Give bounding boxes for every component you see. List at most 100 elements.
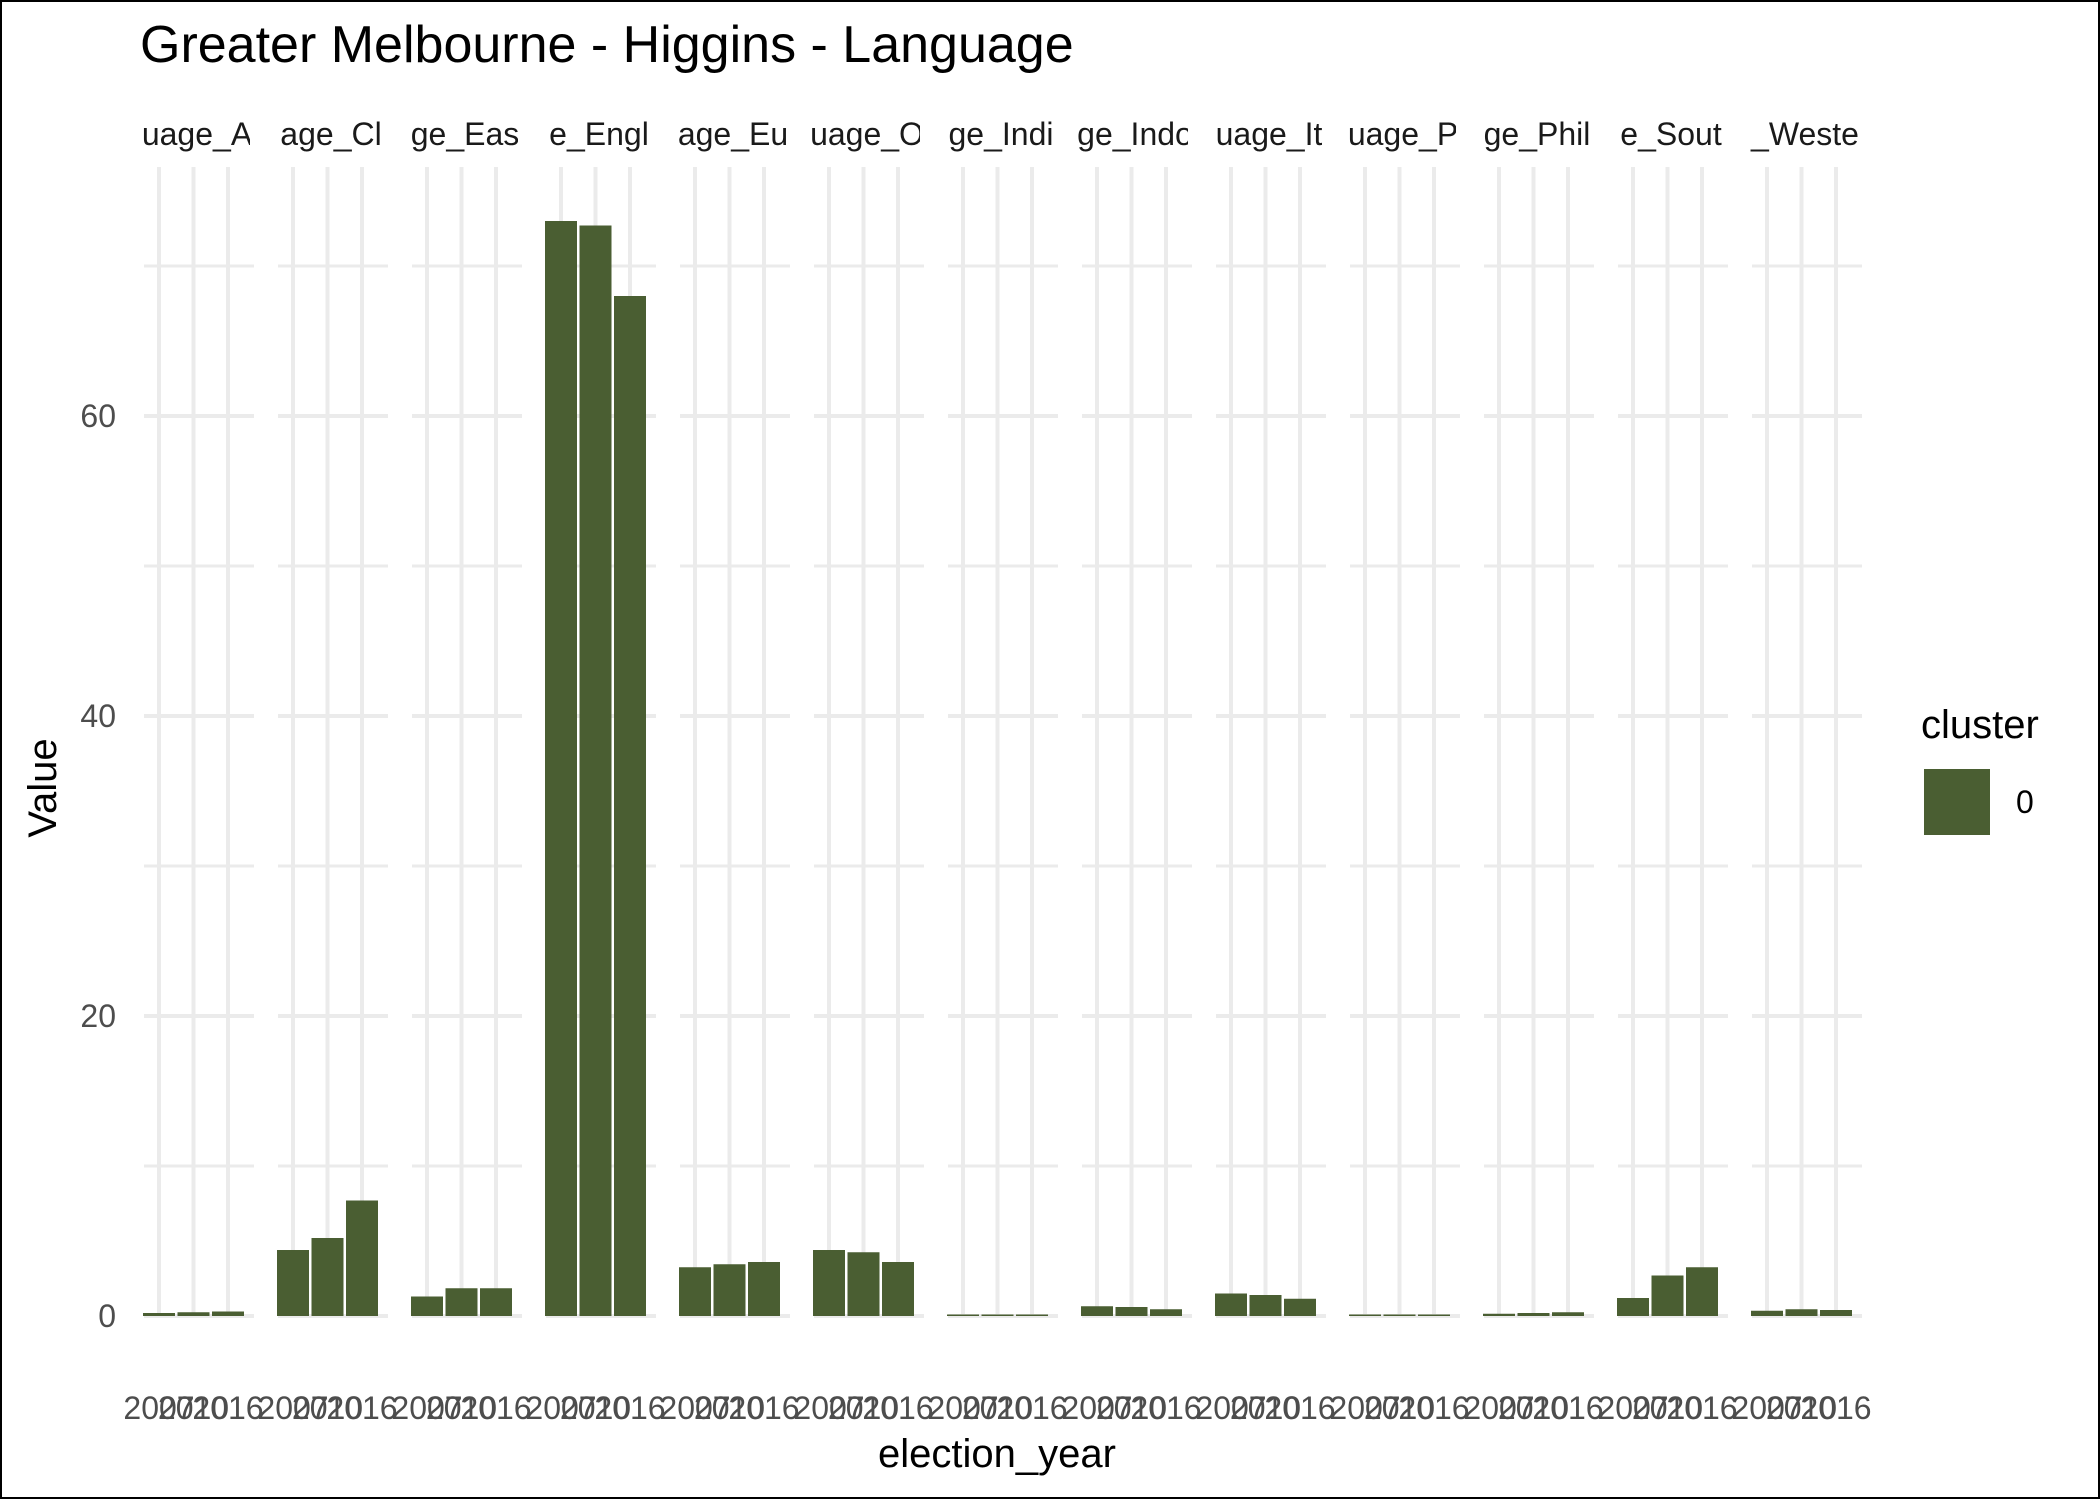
y-axis-ticks: 0 20 40 60 [80, 398, 116, 1334]
chart-title: Greater Melbourne - Higgins - Language [140, 16, 1074, 74]
x-tick-label: 2007 [927, 1390, 998, 1426]
x-tick-label: 2010 [292, 1390, 363, 1426]
x-tick-label: 2016 [1130, 1390, 1201, 1426]
x-tick-label: 2010 [1364, 1390, 1435, 1426]
bar [445, 1288, 478, 1316]
bar [1016, 1314, 1048, 1316]
bar [1418, 1314, 1450, 1316]
x-tick-label: 2016 [1666, 1390, 1737, 1426]
x-tick-label: 2010 [828, 1390, 899, 1426]
x-tick-label: 2010 [962, 1390, 1033, 1426]
strip-label: ge_Indi [949, 116, 1054, 152]
bar [1284, 1298, 1316, 1316]
strip-label: uage_It [1216, 116, 1323, 152]
x-tick-label: 2007 [1731, 1390, 1802, 1426]
strip-label: _Weste [1750, 116, 1859, 152]
bar [882, 1262, 914, 1316]
y-tick-label: 20 [80, 998, 116, 1034]
x-tick-label: 2016 [1398, 1390, 1469, 1426]
bar [981, 1314, 1014, 1316]
bar [713, 1264, 746, 1316]
bars-layer [143, 221, 1852, 1316]
x-tick-label: 2007 [257, 1390, 328, 1426]
bar [1785, 1309, 1818, 1316]
x-tick-label: 2010 [1632, 1390, 1703, 1426]
x-tick-label: 2010 [694, 1390, 765, 1426]
x-tick-label: 2016 [192, 1390, 263, 1426]
bar [177, 1312, 210, 1316]
y-tick-label: 0 [98, 1298, 116, 1334]
x-axis-title: election_year [878, 1432, 1116, 1476]
bar [748, 1262, 780, 1316]
strip-label: uage_O [810, 116, 924, 152]
y-axis-title: Value [21, 738, 65, 837]
x-tick-label: 2010 [426, 1390, 497, 1426]
bar [1552, 1312, 1584, 1316]
x-tick-label: 2007 [1329, 1390, 1400, 1426]
x-tick-label: 2010 [1498, 1390, 1569, 1426]
x-tick-label: 2016 [1264, 1390, 1335, 1426]
x-tick-label: 2010 [1766, 1390, 1837, 1426]
x-tick-label: 2016 [728, 1390, 799, 1426]
x-axis-ticks: 2007201020162007201020162007201020162007… [123, 1390, 1871, 1426]
x-tick-label: 2016 [1800, 1390, 1871, 1426]
bar [1115, 1307, 1148, 1316]
bar [1150, 1309, 1182, 1316]
bar [1349, 1314, 1381, 1316]
bar [411, 1296, 443, 1316]
x-tick-label: 2010 [560, 1390, 631, 1426]
x-tick-label: 2007 [793, 1390, 864, 1426]
x-tick-label: 2007 [1463, 1390, 1534, 1426]
strip-label: e_Engl [549, 116, 649, 152]
bar [1617, 1298, 1649, 1316]
legend-swatch [1924, 769, 1990, 835]
strip-label: uage_A [142, 116, 253, 152]
bar [1686, 1267, 1718, 1316]
x-tick-label: 2016 [1532, 1390, 1603, 1426]
x-tick-label: 2007 [123, 1390, 194, 1426]
strip-label: age_Eu [678, 116, 788, 152]
strip-labels: uage_A age_Cl ge_Eas e_Engl age_Eu uage_O ge_I… [142, 116, 1859, 152]
x-tick-label: 2016 [460, 1390, 531, 1426]
bar [277, 1250, 309, 1316]
bar [947, 1314, 979, 1316]
bar [212, 1311, 244, 1316]
bar [1383, 1314, 1416, 1316]
x-tick-label: 2010 [158, 1390, 229, 1426]
strip-label: ge_Eas [411, 116, 520, 152]
x-tick-label: 2010 [1096, 1390, 1167, 1426]
x-tick-label: 2016 [326, 1390, 397, 1426]
grid-layer [144, 167, 1862, 1318]
x-tick-label: 2007 [525, 1390, 596, 1426]
x-tick-label: 2016 [996, 1390, 1067, 1426]
bar [614, 296, 646, 1316]
x-tick-label: 2007 [659, 1390, 730, 1426]
bar [1249, 1295, 1282, 1316]
bar [311, 1238, 344, 1316]
bar [545, 221, 577, 1316]
bar [1483, 1313, 1515, 1316]
bar [813, 1250, 845, 1316]
bar [143, 1313, 175, 1316]
x-tick-label: 2016 [862, 1390, 933, 1426]
x-tick-label: 2007 [391, 1390, 462, 1426]
strip-label: e_Sout [1620, 116, 1722, 152]
bar [346, 1200, 378, 1316]
x-tick-label: 2010 [1230, 1390, 1301, 1426]
legend: cluster 0 [1921, 703, 2039, 835]
legend-title: cluster [1921, 703, 2039, 747]
x-tick-label: 2007 [1597, 1390, 1668, 1426]
x-tick-label: 2016 [594, 1390, 665, 1426]
strip-label: ge_Indo [1077, 116, 1193, 152]
y-tick-label: 60 [80, 398, 116, 434]
bar [579, 225, 612, 1316]
bar [1651, 1275, 1684, 1316]
legend-label: 0 [2016, 784, 2034, 820]
bar [679, 1267, 711, 1316]
strip-label: ge_Phil [1484, 116, 1591, 152]
bar [1820, 1310, 1852, 1316]
bar [480, 1288, 512, 1316]
y-tick-label: 40 [80, 698, 116, 734]
